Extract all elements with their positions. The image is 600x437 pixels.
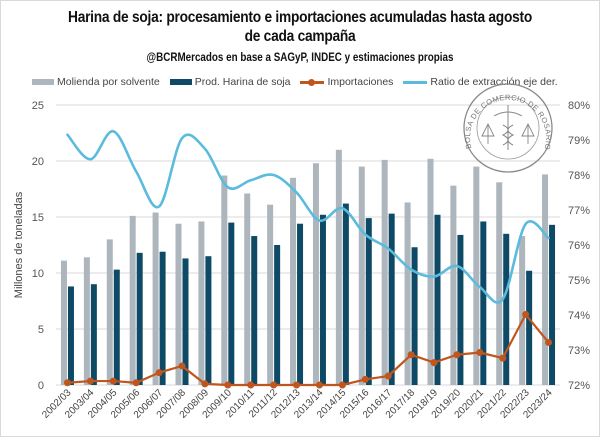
legend-swatch-ratio [403,77,428,87]
legend-swatch-importaciones [300,77,325,87]
legend-swatch-harina [169,79,192,85]
chart-title-line1: Harina de soja: procesamiento e importac… [68,9,532,26]
legend-item-importaciones: Importaciones [300,76,393,88]
legend-label-ratio: Ratio de extracción eje der. [430,76,558,88]
legend-swatch-molienda [32,79,54,85]
chart-legend: Molienda por solvente Prod. Harina de so… [32,75,592,89]
legend-item-ratio: Ratio de extracción eje der. [403,76,558,88]
legend-label-importaciones: Importaciones [327,76,394,88]
chart-subtitle: @BCRMercados en base a SAGyP, INDEC y es… [146,50,454,64]
legend-label-molienda: Molienda por solvente [57,76,160,88]
chart-title-line2: de cada campaña [244,28,356,45]
legend-label-harina: Prod. Harina de soja [194,76,291,88]
legend-item-harina: Prod. Harina de soja [169,76,291,88]
legend-item-molienda: Molienda por solvente [32,76,160,88]
